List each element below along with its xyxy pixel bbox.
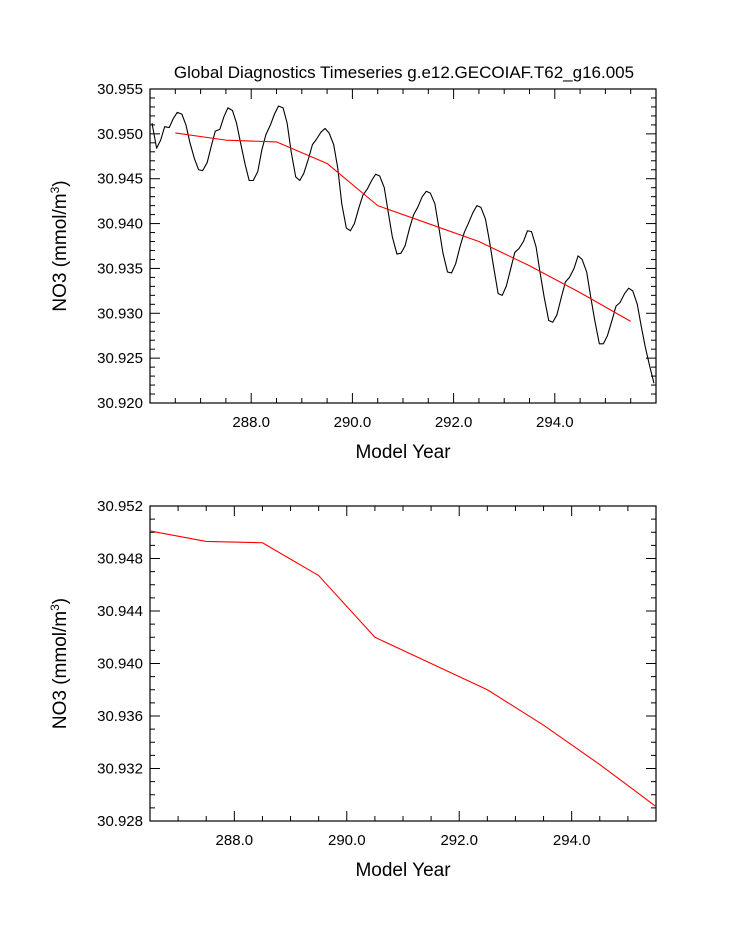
annual-mean-line (149, 530, 657, 808)
y-tick-label: 30.940 (97, 216, 143, 233)
y-axis-label-superscript: 3 (48, 604, 62, 611)
y-axis-label-superscript: 3 (48, 186, 62, 193)
y-tick-label: 30.945 (97, 171, 143, 188)
y-tick-label: 30.936 (97, 708, 143, 725)
y-tick-label: 30.935 (97, 260, 143, 277)
plot-frame (149, 88, 657, 404)
plot-frame (149, 505, 657, 822)
x-tick-label: 292.0 (435, 414, 473, 431)
x-tick-label: 288.0 (216, 832, 254, 849)
x-tick-label: 294.0 (536, 414, 574, 431)
y-axis-label: NO3 (mmol/m3) (48, 180, 71, 311)
y-axis-label-main: NO3 (mmol/m (50, 193, 71, 311)
top-panel: 288.0 290.0 292.0 294.0 30.920 30.925 30.930 30… (48, 81, 657, 463)
y-tick-label: 30.948 (97, 551, 143, 568)
y-tick-label: 30.920 (97, 395, 143, 412)
y-tick-label: 30.930 (97, 305, 143, 322)
y-tick-label: 30.944 (97, 603, 143, 620)
chart-title: Global Diagnostics Timeseries g.e12.GECO… (174, 63, 634, 82)
x-axis-label: Model Year (355, 442, 451, 463)
annual-mean-line (175, 132, 631, 322)
y-tick-label: 30.925 (97, 350, 143, 367)
y-axis-label-close: ) (50, 180, 71, 186)
bottom-panel: 288.0 290.0 292.0 294.0 30.928 30.932 30.936 30… (48, 498, 657, 881)
x-tick-label: 290.0 (334, 414, 372, 431)
y-axis-label-close: ) (50, 598, 71, 604)
y-tick-label: 30.952 (97, 498, 143, 515)
x-tick-label: 288.0 (232, 414, 270, 431)
x-tick-label: 290.0 (328, 832, 366, 849)
y-tick-label: 30.928 (97, 813, 143, 830)
y-tick-label: 30.940 (97, 656, 143, 673)
y-tick-label: 30.950 (97, 126, 143, 143)
monthly-line (151, 105, 655, 384)
y-tick-label: 30.955 (97, 81, 143, 98)
x-axis-label: Model Year (355, 860, 451, 881)
y-axis-label: NO3 (mmol/m3) (48, 598, 71, 729)
y-tick-label: 30.932 (97, 761, 143, 778)
y-axis-label-main: NO3 (mmol/m (50, 611, 71, 729)
x-tick-label: 294.0 (553, 832, 591, 849)
x-tick-label: 292.0 (440, 832, 478, 849)
